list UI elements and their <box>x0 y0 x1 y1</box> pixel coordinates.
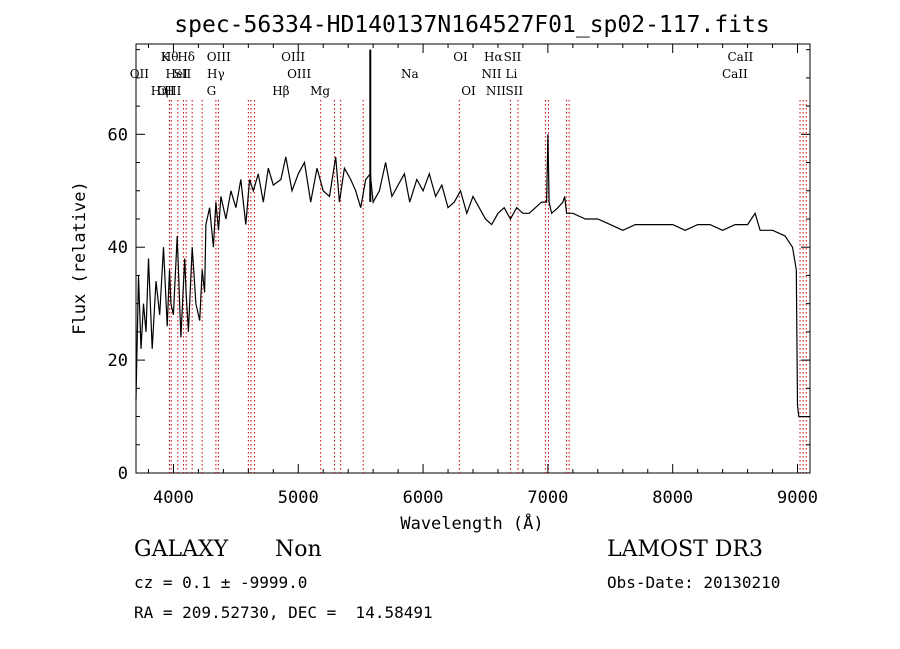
line-id-label-10: Hγ <box>207 67 225 81</box>
spectrum-line <box>135 134 810 418</box>
line-id-label-11: G <box>207 84 217 98</box>
class-label: GALAXY <box>134 537 229 562</box>
line-id-label-20: SII <box>504 50 522 64</box>
chart-title: spec-56334-HD140137N164527F01_sp02-117.f… <box>174 12 769 38</box>
survey-label: LAMOST DR3 <box>607 537 763 562</box>
line-id-labels: OII OIII HθK HeI HηH Hδ SII OIII Hγ G OIII OIII Hβ Mg… <box>130 50 754 98</box>
line-id-label-6: H <box>164 84 174 98</box>
line-id-label-26: CaII <box>722 67 748 81</box>
x-axis-ticks: 4000 5000 6000 7000 8000 9000 <box>147 44 818 508</box>
y-axis-label: Flux (relative) <box>70 181 90 335</box>
line-id-label-5: Hη <box>151 84 169 98</box>
x-tick-label-1: 5000 <box>278 488 319 508</box>
line-id-label-18: OI <box>461 84 476 98</box>
y-axis-ticks: 0 20 40 60 <box>108 49 810 484</box>
line-id-label-21: NII <box>481 67 501 81</box>
x-tick-label-5: 9000 <box>777 488 818 508</box>
y-tick-label-3: 60 <box>108 125 128 145</box>
line-id-label-4: HeI <box>166 67 189 81</box>
y-tick-label-1: 20 <box>108 351 128 371</box>
line-id-label-1: OIII <box>157 84 181 98</box>
y-tick-label-2: 40 <box>108 238 128 258</box>
line-id-label-14: Hβ <box>272 84 289 98</box>
x-tick-label-4: 8000 <box>652 488 693 508</box>
line-id-label-16: Na <box>401 67 419 81</box>
line-id-label-8: SII <box>174 67 192 81</box>
line-id-label-7: Hδ <box>177 50 195 64</box>
line-id-label-15: Mg <box>310 84 330 98</box>
line-id-label-13: OIII <box>287 67 311 81</box>
ra-dec-text: RA = 209.52730, DEC = 14.58491 <box>134 603 433 622</box>
line-id-label-22: Li <box>506 67 518 81</box>
x-tick-label-3: 7000 <box>527 488 568 508</box>
plot-frame <box>135 43 811 474</box>
redshift-text: cz = 0.1 ± -9999.0 <box>134 573 308 592</box>
y-tick-label-0: 0 <box>118 464 128 484</box>
line-id-label-19: Hα <box>484 50 503 64</box>
line-id-label-23: NII <box>486 84 506 98</box>
line-id-label-17: OI <box>453 50 468 64</box>
line-id-label-9: OIII <box>207 50 231 64</box>
line-id-label-2: Hθ <box>161 50 179 64</box>
line-id-label-24: SII <box>505 84 523 98</box>
line-id-label-25: CaII <box>727 50 753 64</box>
obs-date-text: Obs-Date: 20130210 <box>607 573 781 592</box>
x-tick-label-2: 6000 <box>403 488 444 508</box>
line-markers <box>168 100 807 473</box>
x-tick-label-0: 4000 <box>153 488 194 508</box>
line-id-label-3: K <box>161 50 171 64</box>
subclass-label: Non <box>275 537 322 562</box>
line-id-label-12: OIII <box>281 50 305 64</box>
x-axis-label: Wavelength (Å) <box>400 512 543 534</box>
line-id-label-0: OII <box>130 67 150 81</box>
